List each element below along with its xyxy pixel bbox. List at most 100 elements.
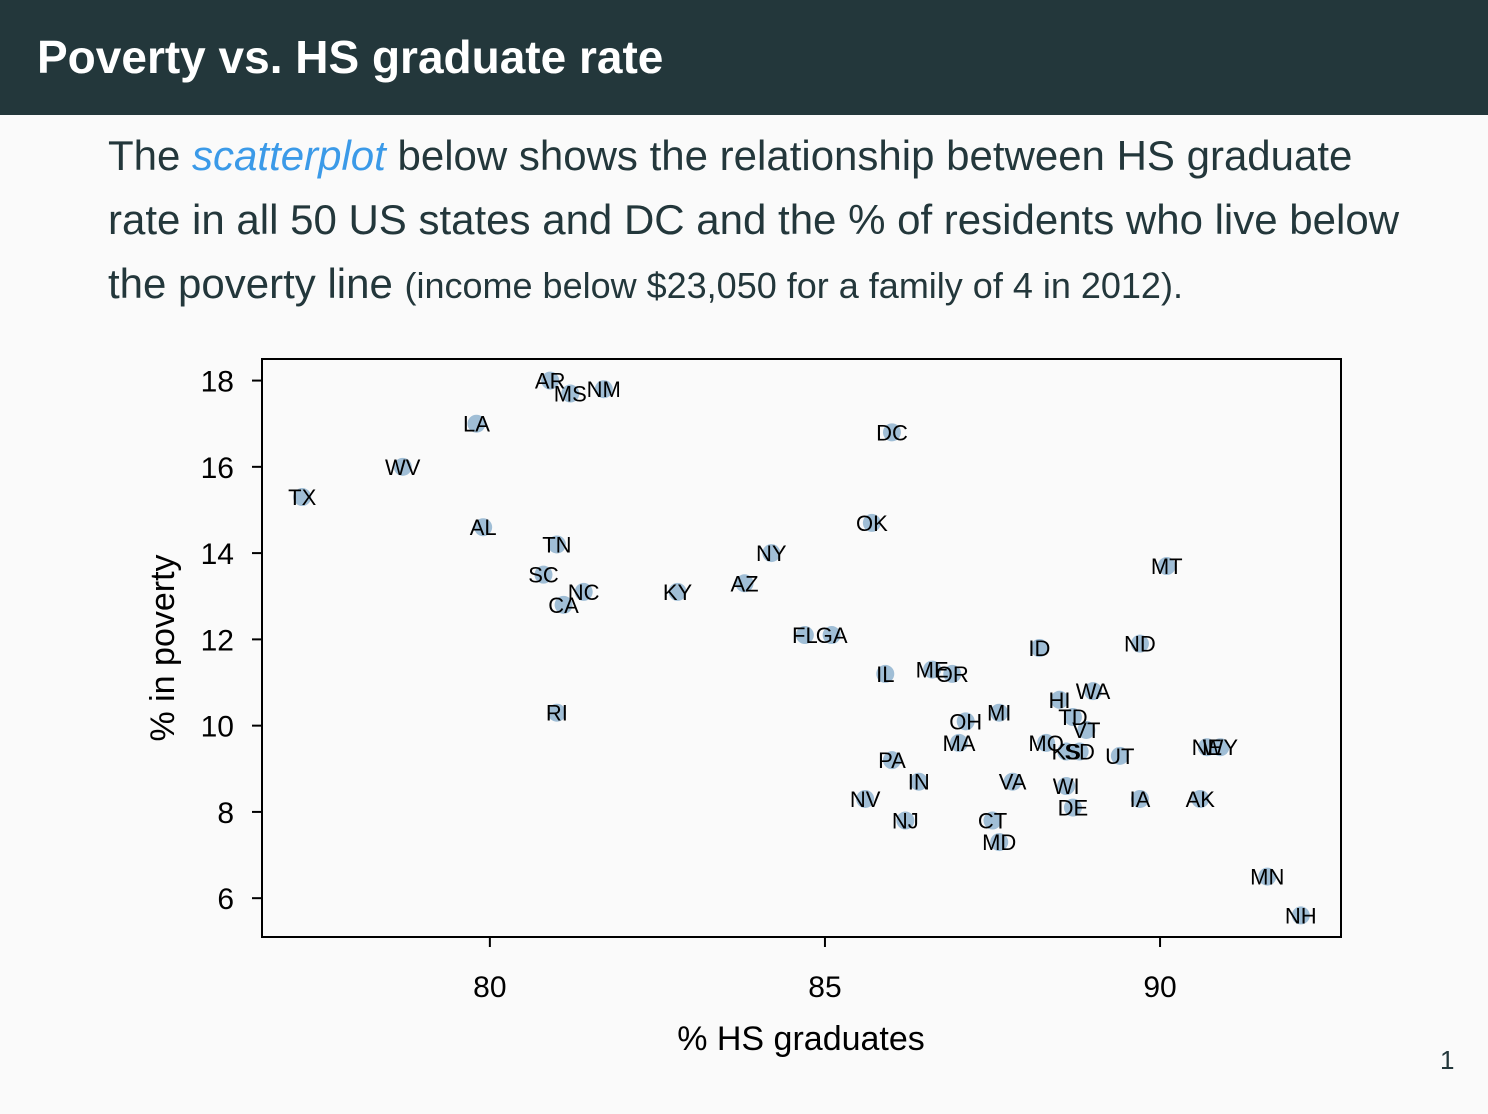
- data-point: [1130, 634, 1149, 653]
- point-label: ME: [916, 658, 949, 683]
- plot-frame: [261, 358, 1342, 938]
- point-label: MA: [942, 731, 975, 756]
- point-label: GA: [816, 623, 848, 648]
- point-label: TN: [542, 532, 571, 557]
- data-point: [1211, 738, 1230, 757]
- point-label: RI: [546, 701, 568, 726]
- scatterplot-link[interactable]: scatterplot: [192, 132, 386, 179]
- data-point: [574, 582, 593, 601]
- point-label: IL: [876, 662, 894, 687]
- data-point: [1003, 772, 1022, 791]
- data-point: [1037, 733, 1056, 752]
- point-label: MS: [554, 382, 587, 407]
- x-tick-label: 90: [1143, 971, 1176, 1004]
- intro-text-middle: below shows the relationship between HS …: [108, 132, 1400, 307]
- intro-text-note: (income below $23,050 for a family of 4 …: [404, 265, 1183, 306]
- data-point: [594, 380, 613, 399]
- point-label: NE: [1192, 735, 1223, 760]
- point-label: LA: [463, 412, 490, 437]
- data-point: [293, 488, 312, 507]
- data-point: [856, 789, 875, 808]
- slide-title: Poverty vs. HS graduate rate: [37, 31, 664, 83]
- point-label: AR: [535, 369, 566, 394]
- page-number: 1: [1440, 1045, 1455, 1075]
- data-point: [882, 751, 901, 770]
- data-point: [1258, 867, 1277, 886]
- point-label: DE: [1058, 796, 1089, 821]
- data-point: [990, 703, 1009, 722]
- point-label: ND: [1124, 632, 1156, 657]
- y-tick-label: 8: [217, 797, 234, 830]
- x-tick-label: 80: [473, 971, 506, 1004]
- point-label: HI: [1049, 688, 1071, 713]
- data-point: [1063, 798, 1082, 817]
- point-label: CA: [548, 593, 579, 618]
- point-label: AZ: [730, 571, 758, 596]
- data-point: [1063, 708, 1082, 727]
- data-point: [1157, 557, 1176, 576]
- point-label: NJ: [892, 809, 919, 834]
- data-point: [1291, 906, 1310, 925]
- data-point: [1057, 742, 1076, 761]
- y-tick-label: 14: [201, 538, 234, 571]
- point-label: CT: [978, 809, 1007, 834]
- point-label: NC: [568, 580, 600, 605]
- data-point: [1191, 789, 1210, 808]
- data-point: [547, 703, 566, 722]
- intro-paragraph: The scatterplot below shows the relation…: [108, 124, 1408, 318]
- point-label: AK: [1186, 787, 1216, 812]
- data-point: [554, 595, 573, 614]
- data-point: [561, 384, 580, 403]
- point-label: TX: [288, 485, 316, 510]
- data-point: [822, 626, 841, 645]
- point-label: NH: [1285, 903, 1317, 928]
- point-label: MI: [987, 701, 1011, 726]
- data-point: [541, 371, 560, 390]
- y-axis-title: % in poverty: [144, 554, 182, 741]
- y-axis: 6 8 10 12 14 16 18: [201, 366, 262, 916]
- data-point: [943, 664, 962, 683]
- point-label: ID: [1028, 636, 1050, 661]
- y-tick-label: 6: [217, 883, 234, 916]
- data-point: [735, 574, 754, 593]
- point-label: NY: [756, 541, 787, 566]
- point-label: PA: [878, 748, 906, 773]
- data-point: [1070, 742, 1089, 761]
- data-point: [1197, 738, 1216, 757]
- data-point: [474, 518, 493, 537]
- data-point: [467, 414, 486, 433]
- data-point: [923, 660, 942, 679]
- points-layer: [293, 371, 1310, 925]
- point-label: WY: [1203, 735, 1239, 760]
- point-label: OR: [936, 662, 969, 687]
- data-point: [909, 772, 928, 791]
- point-label: MD: [982, 830, 1016, 855]
- point-label: AL: [470, 515, 497, 540]
- data-point: [762, 544, 781, 563]
- y-tick-label: 18: [201, 366, 234, 399]
- x-axis-title: % HS graduates: [677, 1020, 925, 1058]
- data-point: [1057, 777, 1076, 796]
- point-label: IA: [1130, 787, 1151, 812]
- data-point: [862, 513, 881, 532]
- data-point: [1110, 746, 1129, 765]
- point-label: OK: [856, 511, 888, 536]
- point-label: VA: [999, 770, 1027, 795]
- data-point: [949, 733, 968, 752]
- point-label: UT: [1105, 744, 1134, 769]
- point-label: SC: [528, 563, 559, 588]
- title-bar: Poverty vs. HS graduate rate: [0, 0, 1488, 115]
- data-point: [547, 535, 566, 554]
- data-point: [1077, 720, 1096, 739]
- point-label: MT: [1151, 554, 1183, 579]
- point-label: WV: [385, 455, 421, 480]
- point-label: NM: [587, 377, 621, 402]
- data-point: [1030, 639, 1049, 657]
- point-label: MO: [1028, 731, 1063, 756]
- point-label: FL: [792, 623, 818, 648]
- data-point: [1130, 789, 1149, 808]
- point-label: DC: [876, 420, 908, 445]
- x-axis: 80 85 90: [473, 937, 1177, 1004]
